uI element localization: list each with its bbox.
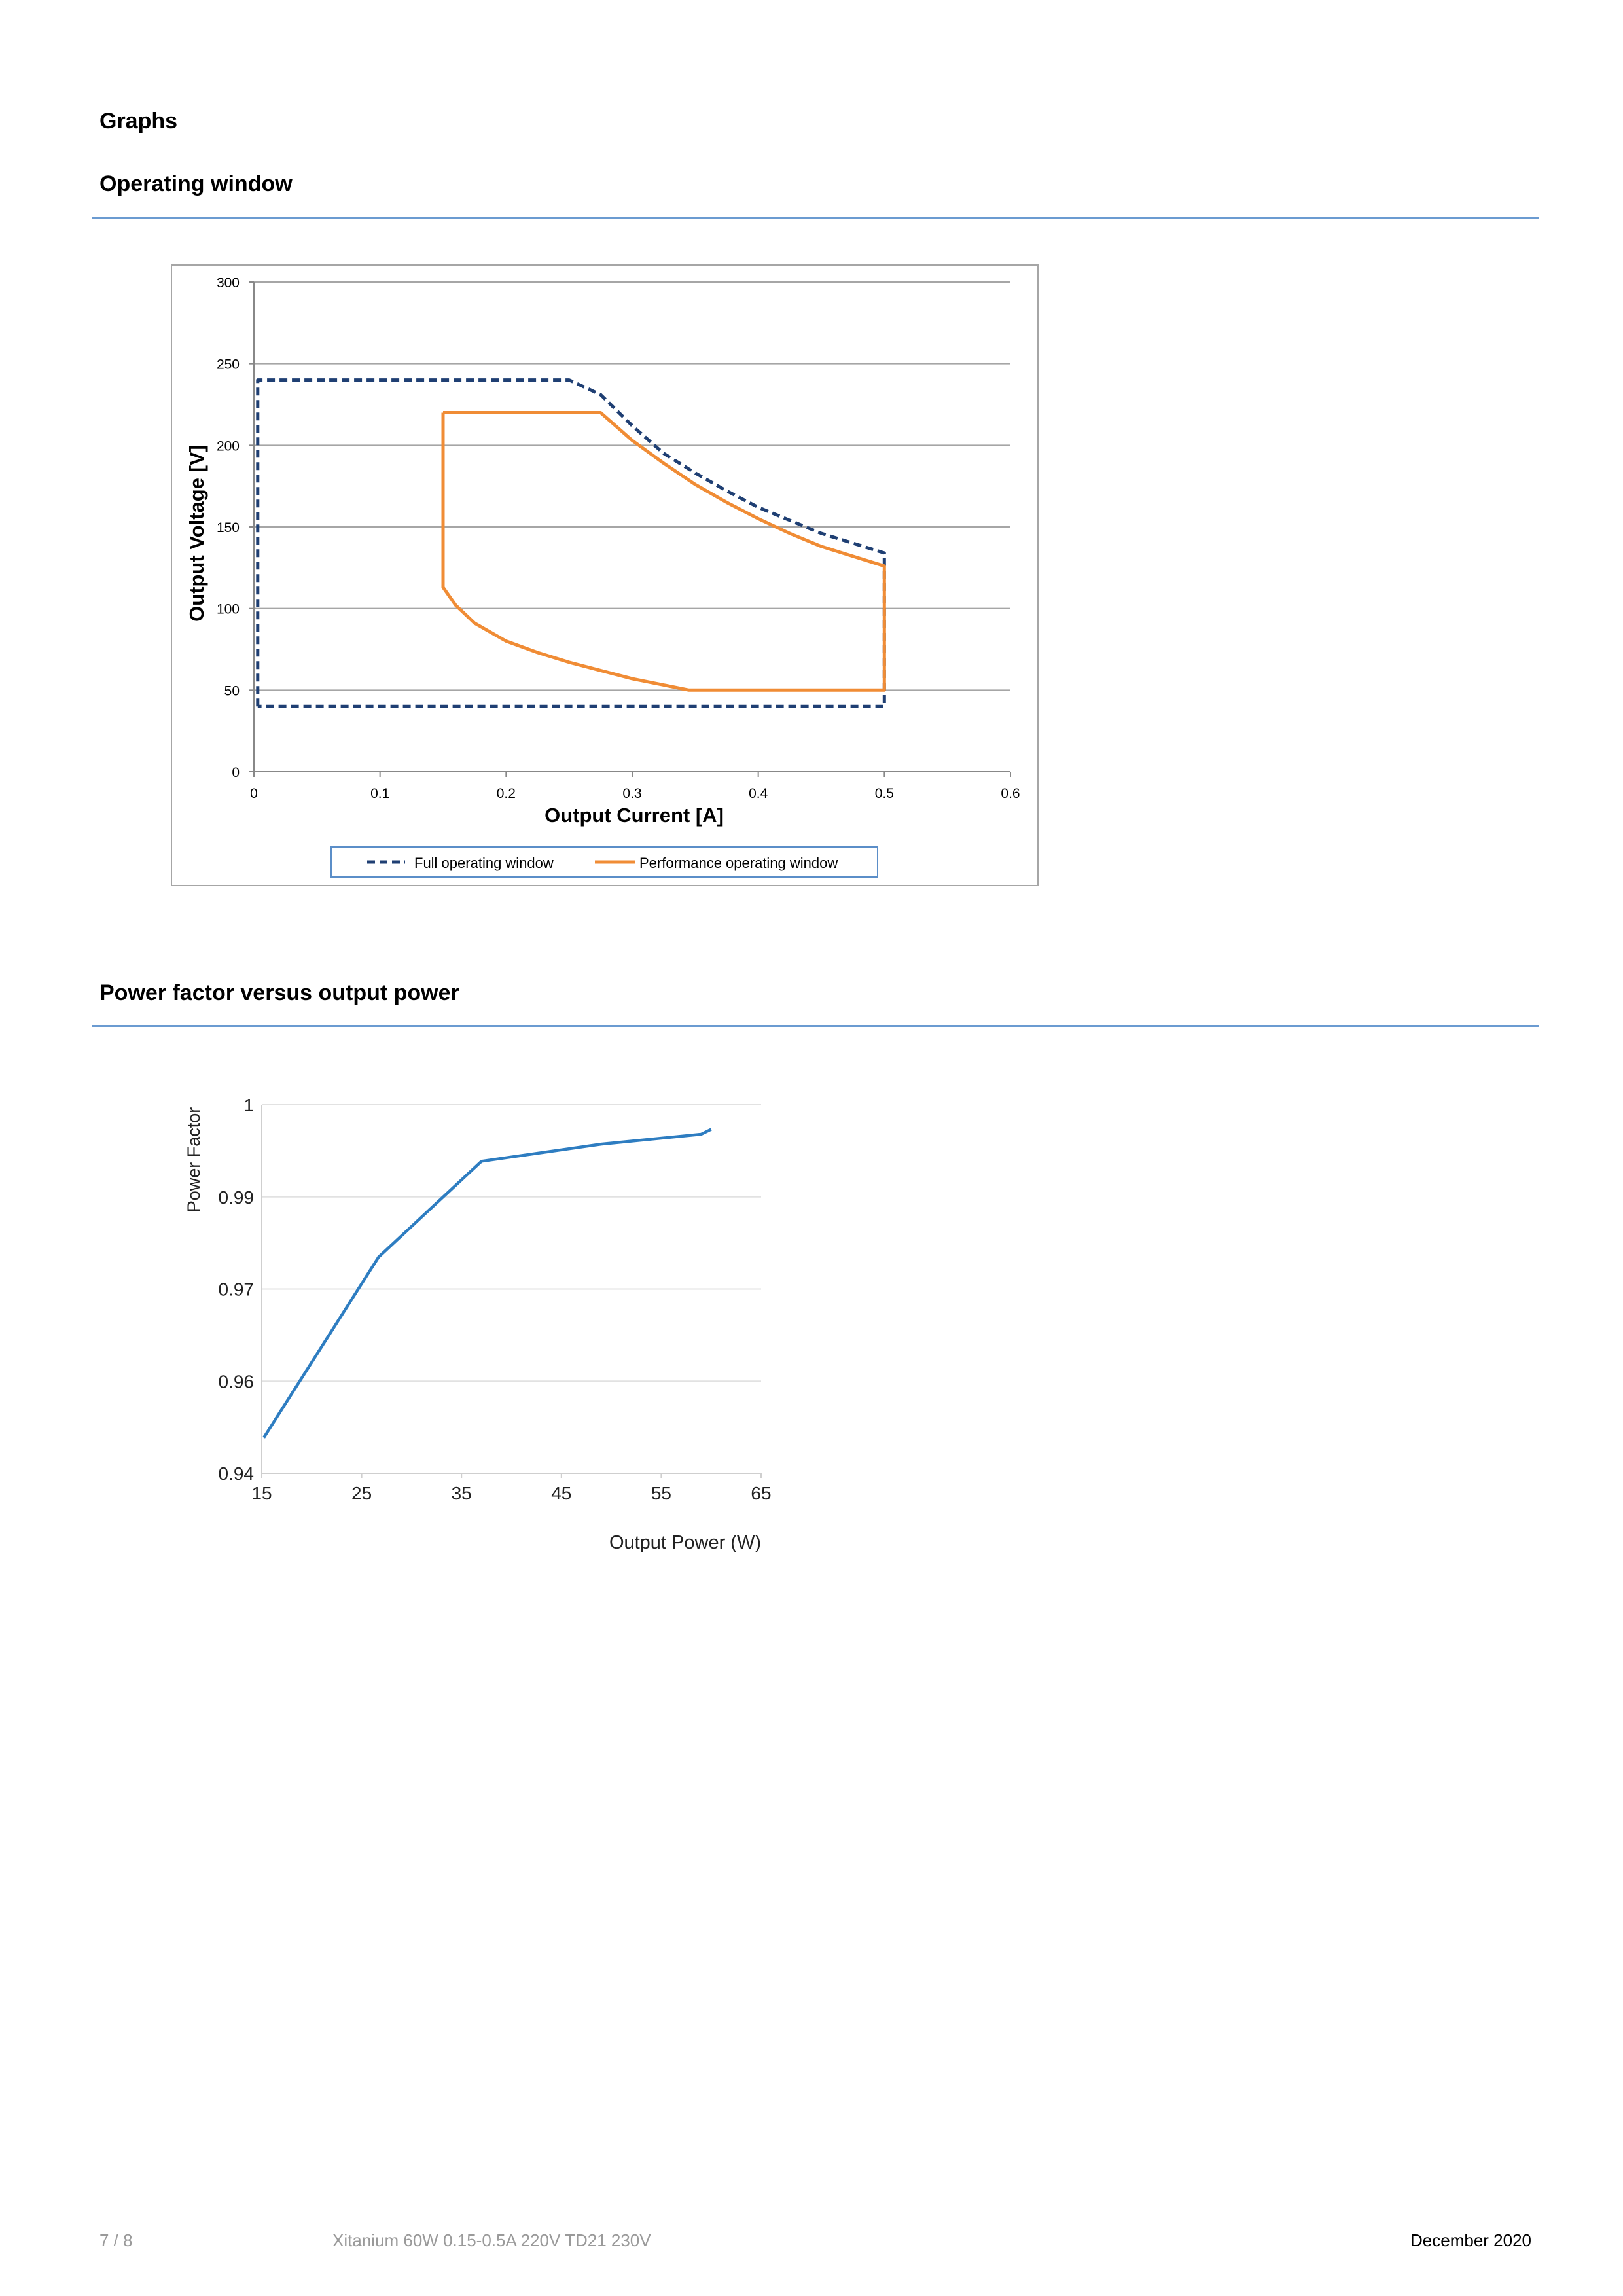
footer-product-name: Xitanium 60W 0.15-0.5A 220V TD21 230V bbox=[332, 2231, 651, 2250]
y-axis-label: Power Factor bbox=[184, 1107, 204, 1213]
x-tick-label: 0.6 bbox=[1001, 786, 1020, 801]
power-factor-chart: 0.94 0.96 0.97 0.99 1 15 25 35 45 55 65 Output Po… bbox=[184, 1095, 772, 1553]
y-tick-label: 250 bbox=[217, 357, 240, 372]
chart-frame bbox=[171, 264, 1039, 886]
section-divider-2 bbox=[92, 1025, 1539, 1027]
y-tick-label: 200 bbox=[217, 439, 240, 454]
x-tick-label: 45 bbox=[551, 1483, 571, 1503]
subsection-title-operating-window: Operating window bbox=[99, 171, 293, 196]
x-axis-label: Output Power (W) bbox=[609, 1532, 761, 1553]
x-tick-label: 55 bbox=[651, 1483, 671, 1503]
x-tick-label: 65 bbox=[751, 1483, 771, 1503]
series-performance-operating-window bbox=[441, 411, 886, 692]
operating-window-chart: 0 50 100 150 200 250 300 0 0.1 0.2 0.3 0.4 0.5 0.6 O… bbox=[171, 264, 1039, 886]
x-tick-label: 0 bbox=[250, 786, 258, 801]
x-tick-label: 0.4 bbox=[749, 786, 768, 801]
y-tick-label: 0.94 bbox=[219, 1463, 255, 1484]
y-tick-label: 50 bbox=[224, 683, 240, 698]
y-tick-label: 0 bbox=[232, 765, 240, 780]
y-tick-label: 100 bbox=[217, 602, 240, 617]
x-tick-label: 0.2 bbox=[497, 786, 516, 801]
x-tick-label: 25 bbox=[351, 1483, 372, 1503]
x-tick-label: 0.1 bbox=[370, 786, 389, 801]
footer-date: December 2020 bbox=[1410, 2231, 1531, 2250]
y-tick-label: 150 bbox=[217, 520, 240, 535]
x-tick-label: 0.5 bbox=[875, 786, 894, 801]
series-full-operating-window bbox=[256, 378, 886, 708]
legend-label-full: Full operating window bbox=[414, 855, 554, 871]
x-tick-label: 35 bbox=[452, 1483, 472, 1503]
subsection-title-power-factor: Power factor versus output power bbox=[99, 980, 459, 1005]
y-tick-label: 0.96 bbox=[219, 1371, 255, 1391]
y-tick-label: 1 bbox=[243, 1095, 254, 1115]
section-title: Graphs bbox=[99, 109, 178, 134]
footer-page-number: 7 / 8 bbox=[99, 2231, 133, 2250]
legend-label-performance: Performance operating window bbox=[639, 855, 838, 871]
y-tick-label: 0.97 bbox=[219, 1280, 255, 1300]
x-tick-label: 0.3 bbox=[622, 786, 641, 801]
series-power-factor bbox=[262, 1128, 712, 1439]
y-tick-label: 300 bbox=[217, 276, 240, 291]
section-divider bbox=[92, 217, 1539, 219]
legend: Full operating window Performance operat… bbox=[330, 846, 878, 878]
y-axis-label: Output Voltage [V] bbox=[185, 445, 208, 622]
x-tick-label: 15 bbox=[251, 1483, 272, 1503]
y-tick-label: 0.99 bbox=[219, 1187, 255, 1208]
x-axis-label: Output Current [A] bbox=[544, 804, 724, 827]
